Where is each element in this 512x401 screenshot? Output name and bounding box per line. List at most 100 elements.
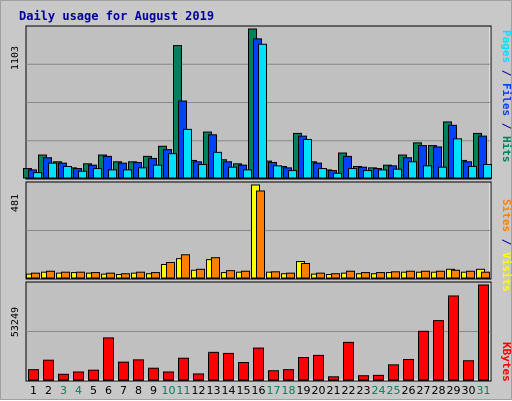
bar-pages-day-6: [108, 169, 117, 179]
bar-pages-day-9: [153, 164, 162, 179]
legend-item: Hits: [500, 136, 512, 163]
bar-kbytes-day-12: [193, 373, 204, 381]
bar-kbytes-day-21: [328, 376, 339, 381]
day-label: 15: [237, 384, 251, 397]
bar-kbytes-day-11: [178, 357, 189, 381]
bar-sites-day-18: [286, 272, 295, 279]
bar-sites-day-17: [271, 271, 280, 279]
bar-sites-day-20: [316, 272, 325, 279]
day-label: 17: [267, 384, 281, 397]
bar-pages-day-21: [333, 172, 342, 179]
bar-kbytes-day-15: [238, 362, 249, 381]
bar-pages-day-12: [198, 163, 207, 179]
day-axis-labels: 1 2 3 4 5 6 7 8 9 10 11 12 13 14 15 16 17 18 19 20 21 22 23 24 2…: [30, 384, 491, 397]
bar-sites-day-29: [451, 269, 460, 279]
bar-sites-day-11: [181, 254, 190, 279]
bar-sites-day-12: [196, 268, 205, 279]
bar-kbytes-day-10: [163, 371, 174, 381]
bar-pages-day-10: [168, 153, 177, 179]
bar-sites-day-5: [91, 272, 100, 279]
bar-pages-day-5: [93, 168, 102, 179]
bar-kbytes-day-22: [343, 341, 354, 381]
legend-item: /: [500, 116, 512, 136]
bar-kbytes-day-30: [463, 360, 474, 381]
hits-files-pages-panel: 1103: [10, 25, 492, 180]
bar-kbytes-day-19: [298, 357, 309, 381]
bar-kbytes-day-9: [148, 367, 159, 381]
day-label: 5: [90, 384, 97, 397]
kbytes-panel: 53249: [10, 281, 492, 382]
bar-sites-day-13: [211, 257, 220, 279]
day-label: 30: [462, 384, 476, 397]
bar-kbytes-day-7: [118, 361, 129, 381]
bar-kbytes-day-3: [58, 373, 69, 381]
bar-sites-day-16: [256, 190, 265, 279]
bar-kbytes-day-25: [388, 364, 399, 381]
bar-kbytes-day-20: [313, 354, 324, 381]
bar-kbytes-day-17: [268, 370, 279, 381]
day-label: 24: [372, 384, 386, 397]
kbytes-ymax-label: 53249: [10, 307, 21, 337]
legend-item: /: [500, 63, 512, 83]
legend-middle: Sites / Visits: [500, 199, 512, 292]
bar-sites-day-31: [481, 271, 490, 279]
bar-sites-day-25: [391, 271, 400, 279]
day-label: 20: [312, 384, 326, 397]
bar-kbytes-day-18: [283, 369, 294, 381]
bar-sites-day-14: [226, 270, 235, 279]
day-label: 3: [60, 384, 67, 397]
bar-pages-day-1: [33, 172, 42, 179]
bar-pages-day-22: [348, 168, 357, 179]
bar-pages-day-2: [48, 162, 57, 179]
bar-sites-day-30: [466, 270, 475, 279]
day-label: 1: [30, 384, 37, 397]
bar-sites-day-28: [436, 270, 445, 279]
bar-pages-day-18: [288, 170, 297, 179]
bar-sites-day-27: [421, 270, 430, 279]
bar-pages-day-19: [303, 139, 312, 179]
bar-sites-day-1: [31, 272, 40, 279]
day-label: 14: [222, 384, 236, 397]
bar-pages-day-14: [228, 166, 237, 179]
bar-pages-day-25: [393, 168, 402, 179]
day-label: 22: [342, 384, 356, 397]
bar-sites-day-19: [301, 262, 310, 279]
legend-item: KBytes: [500, 342, 512, 382]
bar-kbytes-day-5: [88, 369, 99, 381]
visits-sites-panel: 481: [10, 181, 492, 280]
bar-pages-day-30: [468, 166, 477, 179]
day-label: 7: [120, 384, 127, 397]
legend-item: /: [500, 232, 512, 252]
bar-files-day-22: [343, 155, 352, 179]
bar-pages-day-26: [408, 161, 417, 179]
bar-kbytes-day-28: [433, 320, 444, 381]
bar-pages-day-24: [378, 169, 387, 179]
bar-sites-day-23: [361, 272, 370, 279]
bar-pages-day-15: [243, 169, 252, 179]
bar-kbytes-day-16: [253, 347, 264, 381]
day-label: 8: [135, 384, 142, 397]
day-label: 26: [402, 384, 416, 397]
bar-kbytes-day-29: [448, 295, 459, 381]
bar-kbytes-day-24: [373, 374, 384, 381]
day-label: 19: [297, 384, 311, 397]
day-label: 6: [105, 384, 112, 397]
chart-panels: 1103 481 53249: [10, 25, 492, 382]
legend-top: Pages / Files / Hits: [500, 30, 512, 163]
bar-sites-day-4: [76, 271, 85, 279]
bar-pages-day-27: [423, 165, 432, 179]
day-label: 9: [150, 384, 157, 397]
bar-sites-day-7: [121, 273, 130, 279]
bar-kbytes-day-13: [208, 351, 219, 381]
legend-item: Visits: [500, 252, 512, 292]
bar-pages-day-20: [318, 168, 327, 179]
legend-bottom: KBytes: [500, 342, 512, 382]
legend-item: Files: [500, 83, 512, 116]
day-label: 16: [252, 384, 266, 397]
bar-kbytes-day-8: [133, 359, 144, 381]
legend-item: Pages: [500, 30, 512, 63]
bar-kbytes-day-26: [403, 358, 414, 381]
bar-kbytes-day-6: [103, 337, 114, 381]
